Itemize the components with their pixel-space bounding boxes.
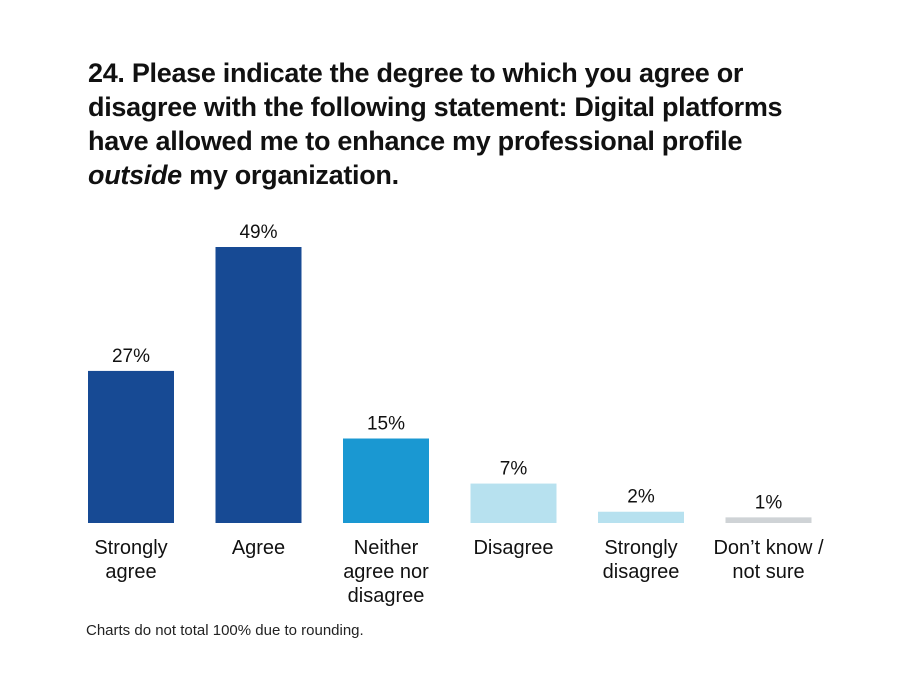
category-label-5-line-2: disagree	[603, 561, 680, 583]
category-label-1-line-2: agree	[105, 561, 156, 583]
title-emphasis: outside	[88, 160, 182, 190]
category-label-5-line-1: Strongly	[604, 537, 677, 559]
category-label-4-line-1: Disagree	[473, 537, 553, 559]
category-label-1-line-1: Strongly	[94, 537, 167, 559]
value-label-1: 27%	[112, 346, 150, 367]
title-line-2: disagree with the following statement: D…	[88, 92, 783, 122]
title-line-1: 24. Please indicate the degree to which …	[88, 58, 744, 88]
category-label-6-line-2: not sure	[732, 561, 804, 583]
chart-title: 24. Please indicate the degree to which …	[88, 56, 848, 192]
footnote: Charts do not total 100% due to rounding…	[86, 622, 364, 639]
title-line-4: my organization.	[181, 160, 399, 190]
category-label-3-line-2: agree nor	[343, 561, 429, 583]
bar-1	[88, 370, 174, 523]
value-label-3: 15%	[367, 414, 405, 435]
bar-3	[343, 438, 429, 523]
bar-4	[470, 483, 557, 523]
title-line-3: have allowed me to enhance my profession…	[88, 126, 743, 156]
bar-2	[215, 247, 302, 523]
category-label-3-line-3: disagree	[348, 585, 425, 607]
value-label-2: 49%	[239, 222, 277, 243]
category-label-3-line-1: Neither	[354, 537, 419, 559]
value-label-5: 2%	[627, 487, 655, 508]
value-label-6: 1%	[755, 492, 783, 513]
bar-5	[598, 511, 684, 523]
value-label-4: 7%	[500, 459, 528, 480]
bar-6	[725, 517, 812, 523]
category-label-6-line-1: Don’t know /	[713, 537, 823, 559]
category-label-2-line-1: Agree	[232, 537, 285, 559]
